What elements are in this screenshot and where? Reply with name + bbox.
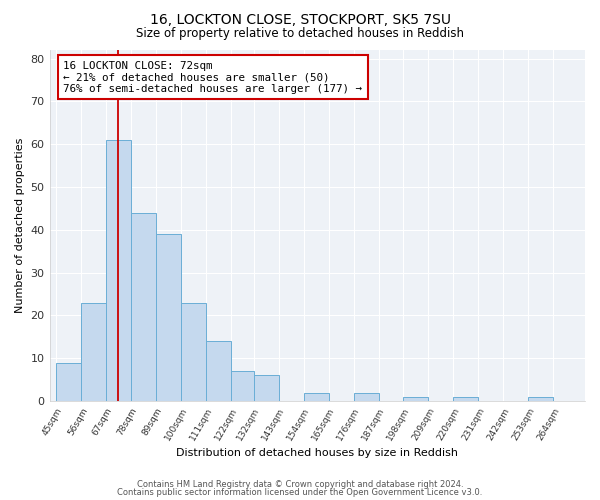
Bar	[403, 397, 428, 401]
Bar	[56, 362, 82, 401]
Bar	[206, 341, 231, 401]
Bar	[231, 371, 254, 401]
Bar	[304, 392, 329, 401]
Bar	[131, 212, 156, 401]
Bar	[156, 234, 181, 401]
Bar	[528, 397, 553, 401]
Text: 16, LOCKTON CLOSE, STOCKPORT, SK5 7SU: 16, LOCKTON CLOSE, STOCKPORT, SK5 7SU	[149, 12, 451, 26]
Text: Contains public sector information licensed under the Open Government Licence v3: Contains public sector information licen…	[118, 488, 482, 497]
Text: Contains HM Land Registry data © Crown copyright and database right 2024.: Contains HM Land Registry data © Crown c…	[137, 480, 463, 489]
Bar	[181, 302, 206, 401]
Bar	[106, 140, 131, 401]
X-axis label: Distribution of detached houses by size in Reddish: Distribution of detached houses by size …	[176, 448, 458, 458]
Text: Size of property relative to detached houses in Reddish: Size of property relative to detached ho…	[136, 28, 464, 40]
Bar	[254, 376, 278, 401]
Text: 16 LOCKTON CLOSE: 72sqm
← 21% of detached houses are smaller (50)
76% of semi-de: 16 LOCKTON CLOSE: 72sqm ← 21% of detache…	[63, 60, 362, 94]
Y-axis label: Number of detached properties: Number of detached properties	[15, 138, 25, 313]
Bar	[353, 392, 379, 401]
Bar	[454, 397, 478, 401]
Bar	[82, 302, 106, 401]
